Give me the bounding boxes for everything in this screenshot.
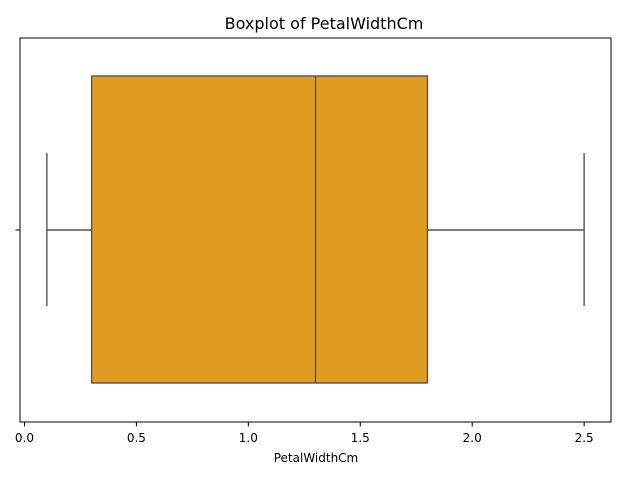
x-tick-label: 1.5 — [351, 431, 370, 445]
plot-area — [46, 75, 585, 384]
x-axis: 0.0 0.5 1.0 1.5 2.0 2.5 — [15, 422, 594, 445]
x-tick-label: 2.5 — [575, 431, 594, 445]
chart-title: Boxplot of PetalWidthCm — [225, 14, 424, 33]
x-tick-label: 2.0 — [463, 431, 482, 445]
x-tick-label: 0.5 — [127, 431, 146, 445]
x-axis-label: PetalWidthCm — [274, 451, 359, 465]
x-tick-label: 0.0 — [15, 431, 34, 445]
x-tick-label: 1.0 — [239, 431, 258, 445]
box-iqr — [90, 75, 429, 384]
